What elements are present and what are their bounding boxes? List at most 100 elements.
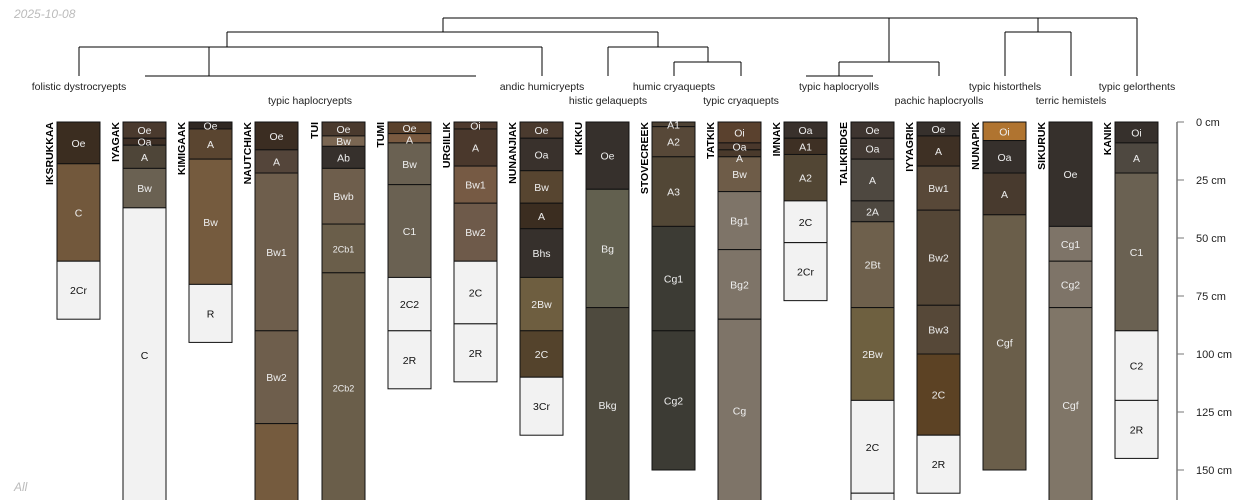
profile-urgiilik: URGIILIK Oi A Bw1 Bw2 2C 2R [441,120,498,383]
profile-tatkik: TATKIK Oi OaA Bw Bg1 Bg2 Cg [705,121,762,500]
profile-name: TATKIK [705,122,717,159]
taxon-label: typic haplocryepts [268,95,352,107]
horizon [850,221,895,309]
horizon [850,307,895,401]
horizon-label: 2Bt [865,260,881,272]
profile-name: URGIILIK [441,122,453,168]
horizon [717,191,762,251]
depth-axis: 0 cm 25 cm 50 cm 75 cm 100 cm 125 cm 150 cm [1176,117,1232,500]
profile-name: TALIKRIDGE [838,122,850,185]
horizon-label: Oa [865,144,879,156]
profile-talikridge: TALIKRIDGE Oe Oa A 2A 2Bt 2Bw 2C [838,121,895,500]
horizon [453,260,498,325]
horizon-label: Bw [534,182,549,194]
horizon-label: Bg2 [730,279,749,291]
horizon-label: Oi [999,126,1010,138]
axis-tick-label: 25 cm [1196,175,1226,187]
profile-name: TUI [309,122,321,139]
profile-sikuruk: SIKURUK Oe Cg1 Cg2 Cgf [1036,121,1093,500]
horizon-label: A [472,143,479,155]
horizon [850,492,895,500]
horizon-label: Oi [1131,127,1142,139]
taxon-label: pachic haplocryolls [895,95,984,107]
horizon-label: A [1001,189,1008,201]
horizon-label: Oa [137,137,151,149]
profile-kikku: KIKKU Oe Bg Bkg [573,121,630,500]
horizon [1048,225,1093,262]
horizon-label: A [207,139,214,151]
horizon [916,209,961,306]
horizon-label: Oa [534,149,548,161]
horizon-label: Bw2 [928,253,949,265]
horizon-label: C2 [1130,361,1144,373]
horizon-label: 2R [469,348,483,360]
horizon-label: Bw [336,136,351,148]
horizon [519,228,564,278]
horizon [321,223,366,274]
horizon-label: A [406,134,413,146]
horizon [651,156,696,227]
horizon [783,242,828,302]
axis-tick-label: 0 cm [1196,117,1220,129]
horizon-label: C1 [1130,247,1144,259]
horizon-label: Cg [733,406,747,418]
horizon [254,121,299,151]
profile-stovecreek: STOVECREEK A1 A2 A3 Cg1 Cg2 [639,119,696,471]
horizon [122,207,167,500]
horizon [850,158,895,202]
horizon-label: A3 [667,187,680,199]
horizon-label: A [273,156,280,168]
horizon [254,172,299,332]
horizon [387,142,432,186]
horizon-label: Cg2 [664,395,683,407]
horizon-label: A [538,211,545,223]
horizon [982,140,1027,174]
horizon-label: Ab [337,152,350,164]
profile-nautchiak: NAUTCHIAK Oe A Bw1 Bw2 [242,121,299,500]
horizon-label: A [736,153,743,165]
profile-name: KIMIGAAK [176,122,188,175]
horizon [717,249,762,320]
horizon-label: Cgf [996,337,1012,349]
horizon-label: C [141,350,149,362]
horizon [122,167,167,209]
horizon [1114,330,1159,401]
profile-name: NAUTCHIAK [242,122,254,185]
horizon-label: C [75,207,83,219]
horizon-label: A [935,146,942,158]
horizon-label: Cg1 [1061,239,1080,251]
horizon-label: 2C [799,217,813,229]
horizon-label: Bw2 [266,372,287,384]
horizon-label: Cgf [1062,400,1078,412]
horizon [188,283,233,343]
horizon-label: 2R [403,355,417,367]
horizon-label: 2Bw [862,349,883,361]
profile-name: SIKURUK [1036,122,1048,170]
horizon [519,170,564,204]
horizon [453,128,498,167]
horizon-label: Oe [402,123,416,135]
horizon-label: 2C2 [400,299,419,311]
taxon-label: humic cryaquepts [633,81,715,93]
horizon-label: Oe [1063,169,1077,181]
taxon-label: andic humicryepts [500,81,585,93]
horizon-label: Oi [734,127,745,139]
horizon [56,260,101,320]
profile-name: KANIK [1102,122,1114,156]
horizon-label: 3Cr [533,401,550,413]
profile-name: IYAGAK [110,122,122,162]
profile-imnak: IMNAK Oa A1 A2 2C 2Cr [771,121,828,302]
horizon [453,165,498,204]
horizon-label: A [1133,153,1140,165]
horizon [982,214,1027,471]
horizon-label: Oe [336,124,350,136]
horizon [916,434,961,494]
horizon-label: A2 [799,173,812,185]
horizon-label: Oe [534,125,548,137]
horizon-label: R [207,308,215,320]
horizon [453,323,498,383]
horizon-label: Bwb [333,191,354,203]
horizon [850,399,895,494]
